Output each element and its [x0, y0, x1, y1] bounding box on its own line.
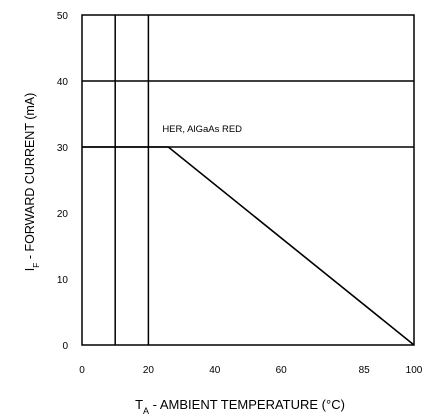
y-tick-label-40: 40 — [57, 77, 69, 88]
x-axis-title-subscript: A — [143, 406, 149, 416]
y-axis-title-subscript: F — [31, 263, 41, 268]
x-tick-label-100: 100 — [406, 365, 423, 376]
grid-layer — [82, 15, 414, 345]
annotations: HER, AlGaAs RED — [162, 124, 242, 135]
series-layer — [82, 146, 415, 346]
y-axis-title: IF - FORWARD CURRENT (mA) — [23, 93, 41, 272]
y-axis-title-rest: - FORWARD CURRENT (mA) — [23, 93, 37, 263]
x-axis-title-rest: - AMBIENT TEMPERATURE (°C) — [149, 397, 345, 412]
x-tick-label-85: 85 — [359, 365, 371, 376]
y-axis-title-main: I — [23, 268, 37, 271]
x-axis-title-main: T — [135, 397, 143, 412]
x-tick-label-0: 0 — [79, 365, 85, 376]
x-tick-label-20: 20 — [143, 365, 155, 376]
y-tick-label-0: 0 — [62, 341, 68, 352]
tick-labels: 0 20 40 60 85 100 0 10 20 30 40 50 — [57, 11, 423, 376]
y-tick-label-30: 30 — [57, 143, 69, 154]
series-line-0 — [82, 146, 415, 346]
x-tick-label-40: 40 — [209, 365, 221, 376]
plot-frame — [81, 14, 415, 346]
x-tick-label-60: 60 — [276, 365, 288, 376]
y-tick-label-50: 50 — [57, 11, 69, 22]
y-tick-label-20: 20 — [57, 209, 69, 220]
x-axis-title: TA - AMBIENT TEMPERATURE (°C) — [135, 397, 345, 416]
y-tick-label-10: 10 — [57, 275, 69, 286]
series-annotation-0: HER, AlGaAs RED — [162, 124, 242, 135]
